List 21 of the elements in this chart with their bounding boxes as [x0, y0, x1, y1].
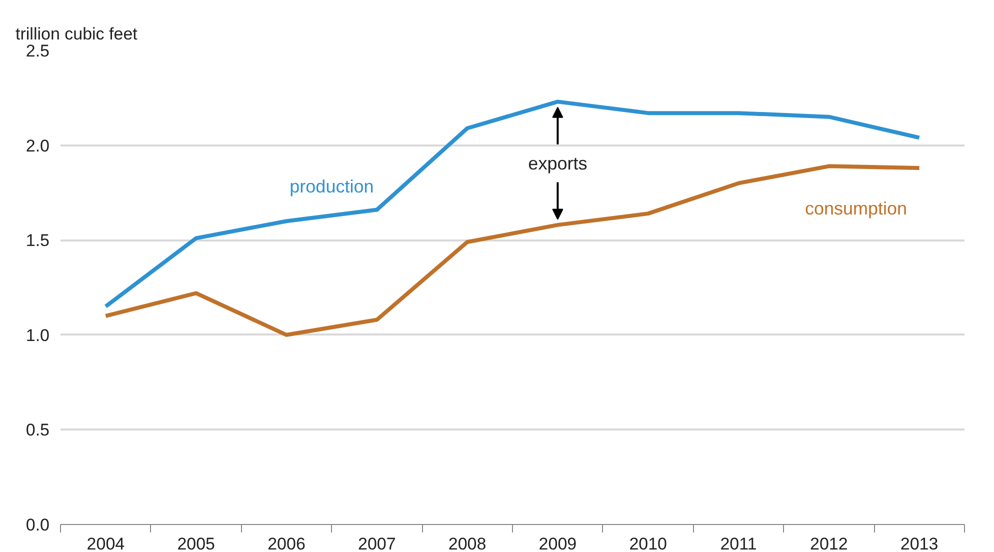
x-tick-label: 2008	[448, 534, 486, 552]
series-label: production	[290, 176, 374, 196]
x-tick-label: 2010	[629, 534, 668, 552]
x-tick-label: 2007	[358, 534, 396, 552]
series-label: consumption	[804, 198, 908, 218]
x-tick-label: 2009	[538, 534, 577, 552]
x-tick-label: 2012	[810, 534, 848, 552]
y-tick-label: 1.5	[26, 231, 50, 250]
y-axis-title: trillion cubic feet	[16, 24, 138, 44]
y-tick-label: 2.5	[26, 42, 50, 60]
line-series	[104, 100, 922, 308]
y-tick-label: 0.0	[26, 516, 50, 534]
x-tick-label: 2006	[268, 534, 306, 552]
x-tick-label: 2011	[720, 534, 757, 552]
x-tick-label: 2005	[177, 534, 216, 552]
annotation: exports	[528, 153, 588, 174]
x-tick-label: 2013	[900, 534, 938, 552]
x-tick-label: 2004	[86, 534, 125, 552]
y-tick-label: 0.5	[26, 420, 50, 440]
y-tick-label: 1.0	[26, 326, 50, 345]
y-tick-label: 2.0	[26, 136, 50, 156]
